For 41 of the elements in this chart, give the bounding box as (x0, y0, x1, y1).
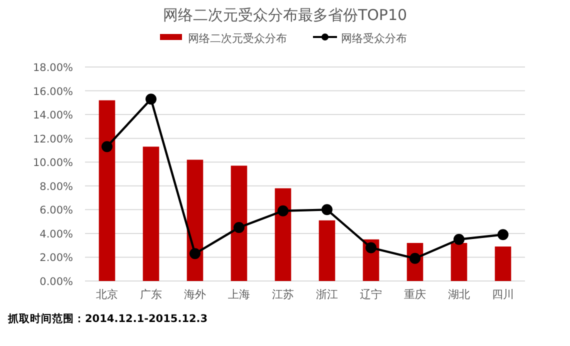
x-tick-label: 辽宁 (360, 288, 382, 301)
text: 抓取时间范围：2014.12.1-2015.12.3 (7, 312, 208, 325)
y-tick-label: 16.00% (32, 86, 74, 98)
x-tick-label: 湖北 (448, 288, 470, 301)
x-tick-label: 北京 (96, 288, 118, 301)
y-tick-label: 8.00% (40, 180, 74, 193)
legend-label: 网络二次元受众分布 (188, 32, 287, 45)
legend-label: 网络受众分布 (341, 32, 407, 45)
x-tick-label: 海外 (184, 288, 206, 301)
bar (186, 160, 204, 281)
point (102, 141, 112, 152)
y-tick-label: 2.00% (40, 252, 74, 264)
bar (98, 100, 116, 281)
x-tick-label: 江苏 (272, 288, 294, 301)
y-tick-label: 6.00% (40, 204, 74, 217)
point (322, 204, 332, 216)
y-tick-label: 18.00% (32, 62, 74, 74)
point (190, 248, 200, 260)
x-tick-label: 重庆 (404, 288, 426, 301)
x-tick-label: 浙江 (316, 288, 338, 301)
point (454, 234, 464, 245)
bar (318, 220, 336, 281)
point (366, 242, 376, 254)
x-tick-label: 上海 (228, 288, 250, 301)
point (278, 205, 288, 216)
y-tick-label: 14.00% (32, 110, 74, 122)
point (146, 94, 156, 105)
title: 网络二次元受众分布最多省份TOP10 (162, 6, 408, 24)
point (234, 222, 244, 233)
point (498, 229, 508, 240)
y-tick-label: 4.00% (40, 228, 74, 240)
bar (494, 246, 512, 281)
y-tick-label: 0.00% (40, 276, 74, 288)
y-tick-label: 10.00% (32, 157, 74, 170)
bar (142, 146, 160, 281)
y-tick-label: 12.00% (32, 133, 74, 146)
bar (450, 242, 468, 281)
bar (230, 166, 248, 281)
bar (274, 188, 292, 281)
x-tick-label: 四川 (492, 288, 514, 301)
x-tick-label: 广东 (140, 288, 162, 301)
